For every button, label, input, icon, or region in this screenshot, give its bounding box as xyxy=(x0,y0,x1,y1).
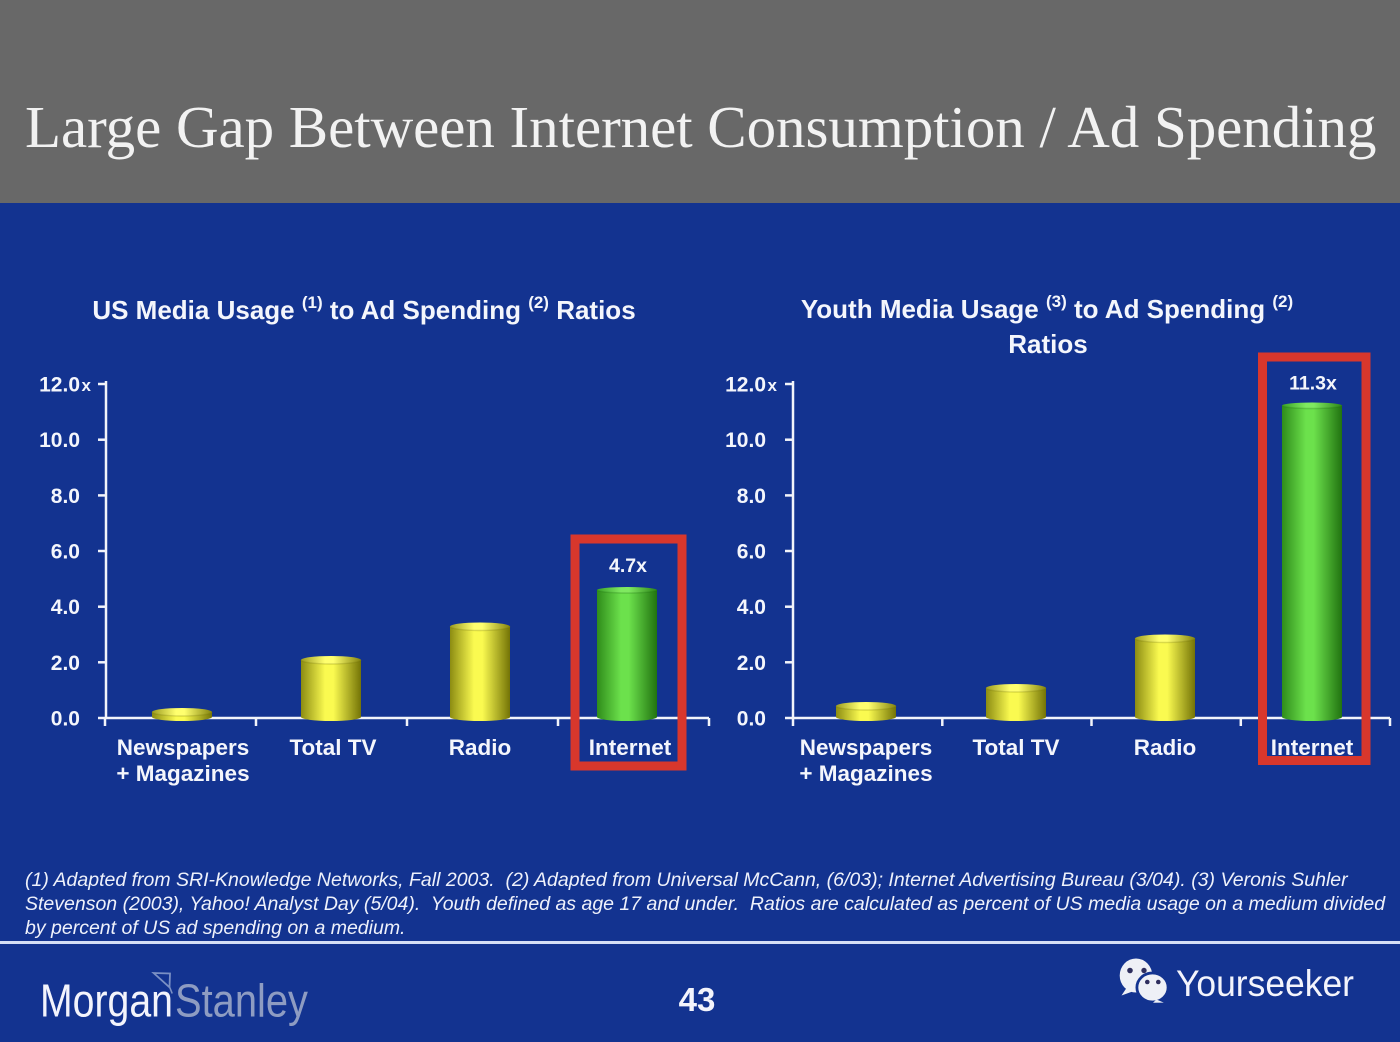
svg-text:+ Magazines: + Magazines xyxy=(116,761,249,786)
svg-text:x: x xyxy=(768,376,778,395)
svg-text:10.0: 10.0 xyxy=(39,429,80,452)
svg-text:12.0: 12.0 xyxy=(725,374,766,397)
svg-text:4.7x: 4.7x xyxy=(609,555,647,577)
svg-text:Ratios: Ratios xyxy=(1008,329,1087,359)
svg-text:2.0: 2.0 xyxy=(51,652,80,675)
svg-text:Newspapers: Newspapers xyxy=(800,735,933,760)
svg-text:Radio: Radio xyxy=(1134,735,1197,760)
svg-text:Radio: Radio xyxy=(449,735,512,760)
svg-text:4.0: 4.0 xyxy=(51,596,80,619)
svg-text:Youth Media Usage (3) to Ad Sp: Youth Media Usage (3) to Ad Spending (2) xyxy=(801,292,1293,324)
svg-text:8.0: 8.0 xyxy=(737,485,766,508)
svg-text:12.0: 12.0 xyxy=(39,374,80,397)
svg-text:2.0: 2.0 xyxy=(737,652,766,675)
svg-text:43: 43 xyxy=(679,981,716,1018)
svg-text:Stanley: Stanley xyxy=(175,975,308,1027)
svg-text:11.3x: 11.3x xyxy=(1289,373,1337,395)
svg-text:Morgan: Morgan xyxy=(40,975,173,1027)
svg-text:4.0: 4.0 xyxy=(737,596,766,619)
svg-text:6.0: 6.0 xyxy=(51,541,80,564)
svg-text:0.0: 0.0 xyxy=(51,708,80,731)
svg-text:+ Magazines: + Magazines xyxy=(799,761,932,786)
svg-text:6.0: 6.0 xyxy=(737,541,766,564)
svg-text:Total TV: Total TV xyxy=(972,735,1059,760)
svg-text:8.0: 8.0 xyxy=(51,485,80,508)
svg-text:Total TV: Total TV xyxy=(289,735,376,760)
svg-text:Internet: Internet xyxy=(1271,735,1354,760)
svg-text:x: x xyxy=(82,376,92,395)
svg-text:US Media Usage (1) to Ad Spend: US Media Usage (1) to Ad Spending (2) Ra… xyxy=(92,293,635,325)
svg-text:10.0: 10.0 xyxy=(725,429,766,452)
svg-text:0.0: 0.0 xyxy=(737,708,766,731)
svg-text:Yourseeker: Yourseeker xyxy=(1176,963,1354,1004)
svg-text:Newspapers: Newspapers xyxy=(117,735,250,760)
svg-text:Internet: Internet xyxy=(589,735,672,760)
